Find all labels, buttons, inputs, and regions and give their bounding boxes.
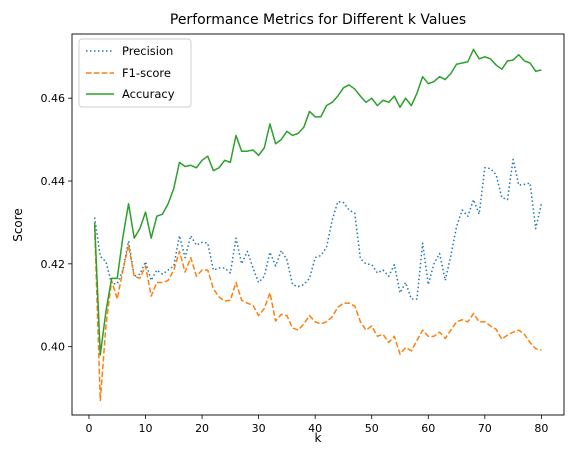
x-tick-label: 50 bbox=[365, 422, 379, 435]
legend-label-f1-score: F1-score bbox=[122, 66, 171, 80]
legend-box bbox=[78, 38, 192, 108]
x-axis-label: k bbox=[315, 431, 322, 445]
y-axis-ticks: 0.40 0.42 0.44 0.46 bbox=[41, 92, 72, 354]
series-line-f1-score bbox=[93, 226, 542, 402]
y-tick-label: 0.44 bbox=[41, 175, 66, 188]
y-tick-label: 0.46 bbox=[41, 92, 66, 105]
y-tick-label: 0.40 bbox=[41, 341, 66, 354]
y-tick-label: 0.42 bbox=[41, 258, 66, 271]
series-line-precision bbox=[93, 158, 543, 300]
x-tick-label: 20 bbox=[195, 422, 209, 435]
x-tick-label: 10 bbox=[139, 422, 153, 435]
legend: Precision F1-score Accuracy bbox=[78, 38, 192, 108]
x-tick-label: 80 bbox=[534, 422, 548, 435]
x-tick-label: 40 bbox=[308, 422, 322, 435]
legend-label-precision: Precision bbox=[122, 44, 173, 58]
plot-frame bbox=[71, 33, 565, 416]
x-tick-label: 70 bbox=[478, 422, 492, 435]
x-axis-ticks: 0 10 20 30 40 50 60 70 80 bbox=[85, 415, 548, 435]
series-group bbox=[93, 48, 543, 402]
series-line-accuracy bbox=[93, 48, 542, 356]
x-tick-label: 30 bbox=[252, 422, 266, 435]
y-axis-label: Score bbox=[11, 208, 25, 242]
chart-title: Performance Metrics for Different k Valu… bbox=[170, 12, 466, 28]
x-tick-label: 60 bbox=[421, 422, 435, 435]
x-tick-label: 0 bbox=[85, 422, 92, 435]
legend-label-accuracy: Accuracy bbox=[122, 87, 175, 101]
